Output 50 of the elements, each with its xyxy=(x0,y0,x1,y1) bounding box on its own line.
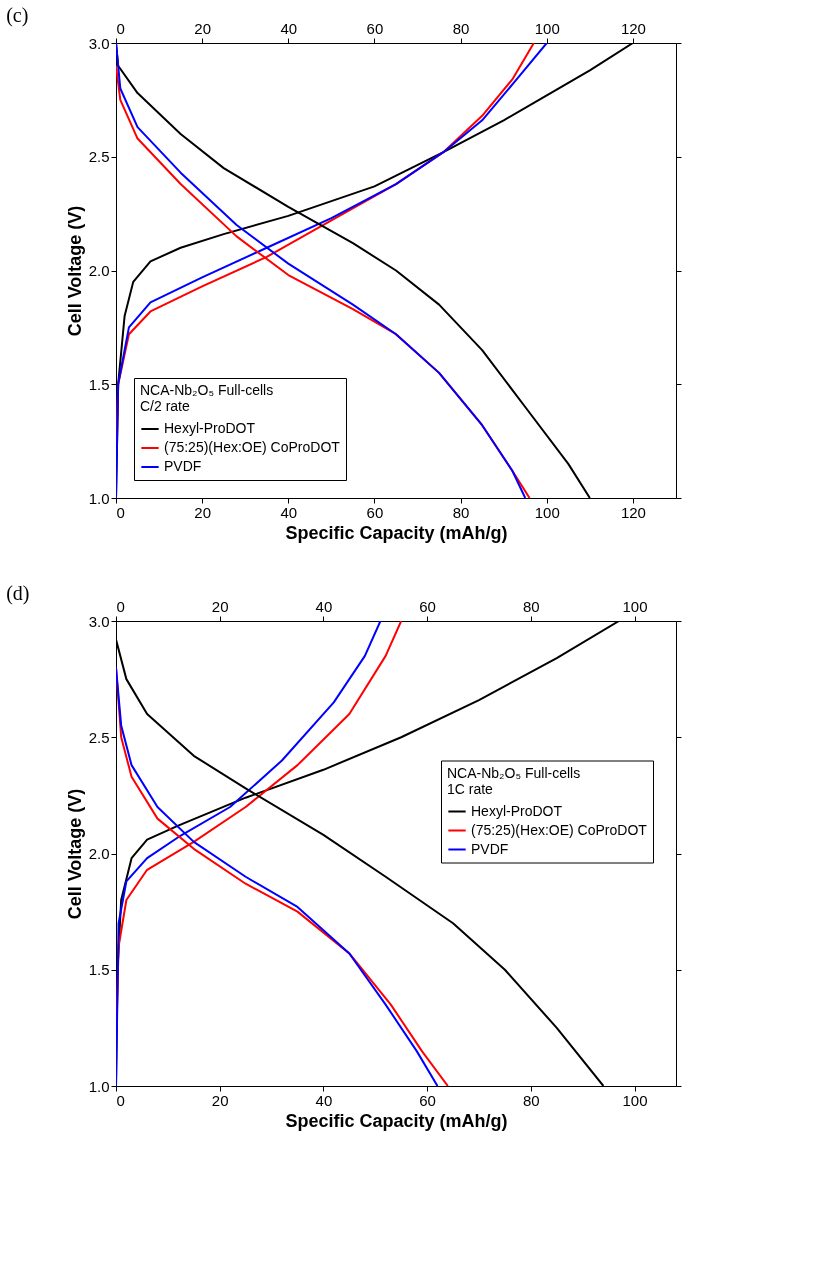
x-tick-label: 20 xyxy=(194,503,211,521)
y-tick-label: 3.0 xyxy=(88,34,110,52)
x2-tick-label: 0 xyxy=(116,597,125,615)
y-axis-title: Cell Voltage (V) xyxy=(64,788,85,920)
x-axis-title: Specific Capacity (mAh/g) xyxy=(285,1110,508,1131)
legend-title: NCA-Nb₂O₅ Full-cells 1C rate xyxy=(447,764,581,797)
legend-label: (75:25)(Hex:OE) CoProDOT xyxy=(471,821,648,838)
x2-tick-label: 60 xyxy=(366,19,384,37)
y-tick-label: 2.5 xyxy=(88,728,110,746)
x2-tick-label: 40 xyxy=(315,597,333,615)
x-tick-label: 100 xyxy=(534,503,560,521)
x2-tick-label: 0 xyxy=(116,19,125,37)
chart-title: (c) xyxy=(6,4,29,27)
x2-tick-label: 80 xyxy=(452,19,470,37)
x2-tick-label: 60 xyxy=(419,597,436,615)
x-tick-label: 80 xyxy=(452,503,470,521)
legend-label: (75:25)(Hex:OE) CoProDOT xyxy=(164,439,341,455)
x2-tick-label: 20 xyxy=(211,597,229,615)
x-tick-label: 40 xyxy=(315,1091,333,1109)
x2-tick-label: 100 xyxy=(622,597,648,615)
x2-tick-label: 80 xyxy=(522,597,540,615)
x2-tick-label: 20 xyxy=(194,19,211,37)
x-tick-label: 80 xyxy=(522,1091,540,1109)
y-tick-label: 1.0 xyxy=(88,489,110,507)
legend-label: Hexyl-ProDOT xyxy=(164,420,256,436)
y-tick-label: 1.5 xyxy=(88,375,110,393)
legend-label: PVDF xyxy=(164,458,202,474)
x-tick-label: 120 xyxy=(620,503,646,521)
x-tick-label: 40 xyxy=(280,503,298,521)
y-tick-label: 3.0 xyxy=(88,612,110,630)
x2-tick-label: 100 xyxy=(534,19,560,37)
x-tick-label: 60 xyxy=(366,503,384,521)
legend-label: Hexyl-ProDOT xyxy=(471,802,563,819)
x-tick-label: 0 xyxy=(116,1091,125,1109)
y-tick-label: 1.0 xyxy=(88,1077,110,1095)
x-tick-label: 60 xyxy=(419,1091,436,1109)
y-tick-label: 2.5 xyxy=(88,148,110,166)
y-axis-title: Cell Voltage (V) xyxy=(64,205,85,337)
y-tick-label: 2.0 xyxy=(88,262,110,279)
x-tick-label: 0 xyxy=(116,503,125,521)
x2-tick-label: 120 xyxy=(620,19,646,37)
legend-label: PVDF xyxy=(471,840,509,857)
chart-title: (d) xyxy=(6,582,30,605)
legend-title: NCA-Nb₂O₅ Full-cells C/2 rate xyxy=(140,382,274,414)
x2-tick-label: 40 xyxy=(280,19,298,37)
x-tick-label: 20 xyxy=(211,1091,229,1109)
y-tick-label: 1.5 xyxy=(88,961,110,979)
x-axis-title: Specific Capacity (mAh/g) xyxy=(285,522,508,543)
y-tick-label: 2.0 xyxy=(88,845,110,862)
x-tick-label: 100 xyxy=(622,1091,648,1109)
